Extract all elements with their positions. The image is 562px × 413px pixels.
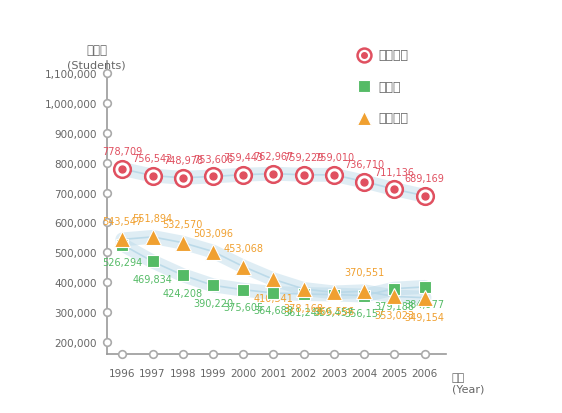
Text: (Students): (Students) [67,61,126,71]
Text: 378,168: 378,168 [284,303,324,313]
Text: 361,244: 361,244 [284,307,324,317]
Text: 753,606: 753,606 [193,154,233,164]
Text: 469,834: 469,834 [133,274,173,284]
Text: 424,208: 424,208 [163,288,203,298]
Text: 532,570: 532,570 [162,219,203,229]
Text: 543,547: 543,547 [102,216,142,226]
Text: 526,294: 526,294 [102,257,142,268]
Text: 고등학교: 고등학교 [378,112,408,125]
Text: 756,542: 756,542 [133,154,173,164]
Text: 384,977: 384,977 [405,300,445,310]
Text: 390,220: 390,220 [193,298,233,308]
Text: 689,169: 689,169 [405,174,445,184]
Text: 중학교: 중학교 [378,81,401,94]
Text: 364,688: 364,688 [253,306,293,316]
Text: 759,010: 759,010 [314,153,354,163]
Text: 503,096: 503,096 [193,228,233,238]
Text: 759,229: 759,229 [283,153,324,163]
Text: 375,605: 375,605 [223,302,264,313]
Text: 410,341: 410,341 [253,294,293,304]
Text: 359,457: 359,457 [314,307,354,317]
Text: 778,709: 778,709 [102,147,142,157]
Text: 초등학교: 초등학교 [378,49,408,62]
Text: 551,894: 551,894 [133,214,173,223]
Text: 762,967: 762,967 [253,152,293,162]
Text: 연도
(Year): 연도 (Year) [452,373,484,394]
Text: 366,556: 366,556 [314,306,354,316]
Text: 453,068: 453,068 [223,243,263,253]
Text: 759,443: 759,443 [223,153,263,163]
Text: 711,136: 711,136 [374,167,414,177]
Text: 370,551: 370,551 [344,268,384,278]
Text: 736,710: 736,710 [344,160,384,170]
Text: 356,157: 356,157 [344,308,384,318]
Text: 349,154: 349,154 [405,312,445,322]
Text: 353,023: 353,023 [374,311,414,320]
Text: 748,978: 748,978 [163,156,203,166]
Text: 학생수: 학생수 [86,44,107,57]
Text: 379,188: 379,188 [374,301,414,311]
